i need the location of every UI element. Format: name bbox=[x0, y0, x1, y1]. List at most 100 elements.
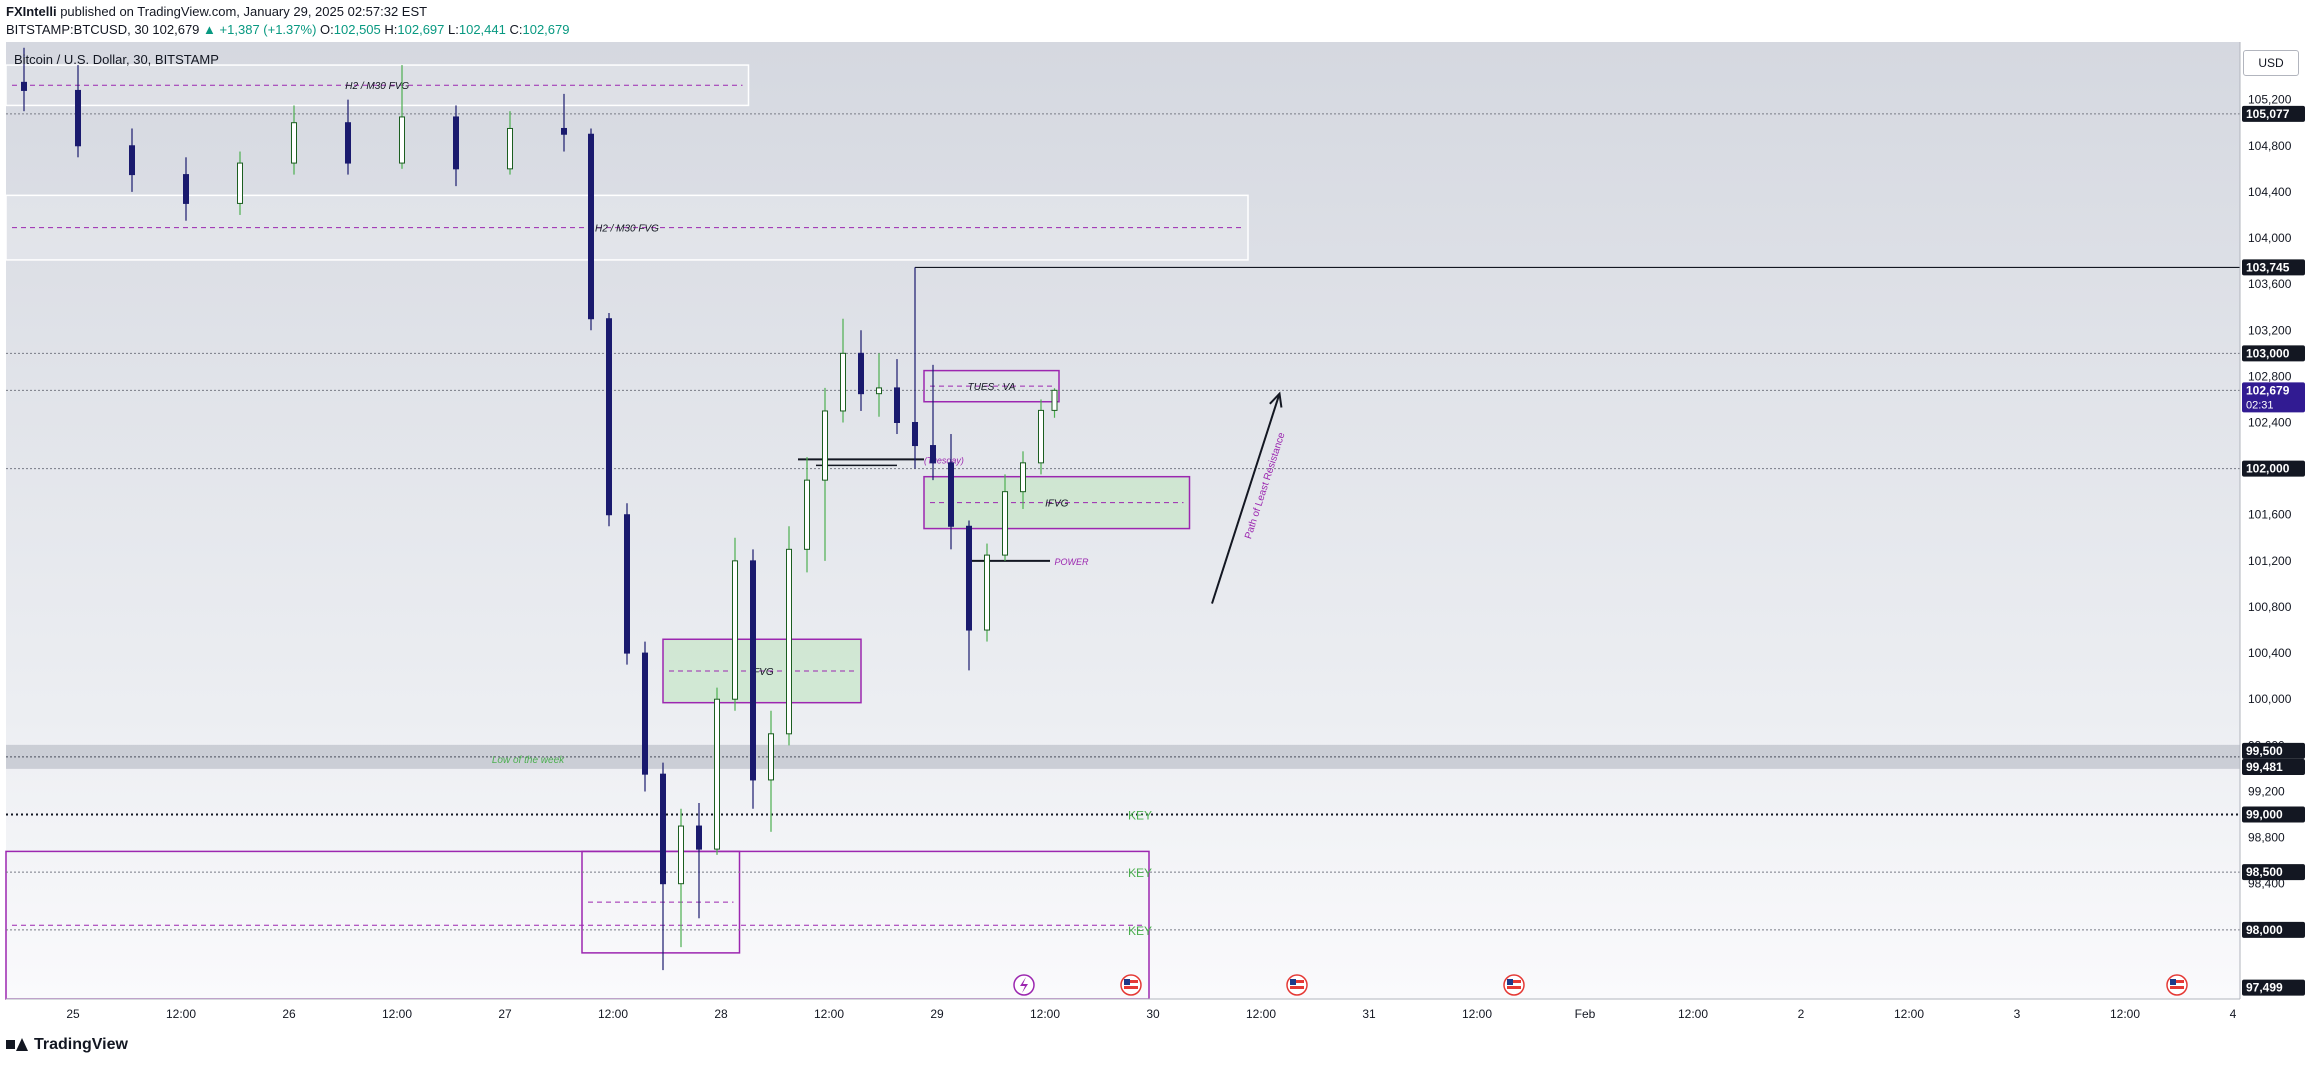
price-chart[interactable]: H2 / M30 FVG H2 / M30 FVG TUES : VA IFVG IFV… bbox=[0, 42, 2309, 1032]
candle-body bbox=[678, 825, 684, 885]
low-label: L: bbox=[448, 22, 459, 37]
y-tick-label: 104,400 bbox=[2248, 185, 2292, 199]
price-tag bbox=[2242, 864, 2305, 881]
x-tick-label: 12:00 bbox=[166, 1007, 196, 1021]
price-axis[interactable] bbox=[2240, 42, 2309, 999]
candle-body bbox=[930, 445, 936, 464]
y-tick-label: 102,800 bbox=[2248, 369, 2292, 383]
x-tick-label: 26 bbox=[282, 1007, 296, 1021]
flag-stripe-icon bbox=[1124, 980, 1138, 983]
candle-body bbox=[696, 825, 702, 850]
candle-body bbox=[624, 514, 630, 654]
price-tag bbox=[2242, 105, 2305, 122]
price-tag bbox=[2242, 979, 2305, 996]
x-tick-label: 12:00 bbox=[2110, 1007, 2140, 1021]
x-tick-label: 12:00 bbox=[382, 1007, 412, 1021]
price-tag-text: 99,481 bbox=[2246, 760, 2283, 774]
annotation-text: (Tuesday) bbox=[924, 455, 964, 465]
x-tick-label: 12:00 bbox=[1894, 1007, 1924, 1021]
price-tag-text: 103,000 bbox=[2246, 346, 2290, 360]
x-tick-label: 27 bbox=[498, 1007, 512, 1021]
chart-title: Bitcoin / U.S. Dollar, 30, BITSTAMP bbox=[14, 52, 219, 67]
price-tag bbox=[2242, 921, 2305, 938]
price-tag bbox=[2242, 345, 2305, 362]
symbol-label: BITSTAMP:BTCUSD, 30 bbox=[6, 22, 149, 37]
chart-panel[interactable]: H2 / M30 FVG H2 / M30 FVG TUES : VA IFVG IFV… bbox=[0, 42, 2309, 1032]
candle-body bbox=[786, 548, 792, 735]
y-tick-label: 100,000 bbox=[2248, 692, 2292, 706]
candle-body bbox=[129, 145, 135, 176]
candle-body bbox=[183, 174, 189, 204]
candle-body bbox=[750, 560, 756, 781]
x-tick-label: 12:00 bbox=[1246, 1007, 1276, 1021]
x-tick-label: 3 bbox=[2014, 1007, 2021, 1021]
time-axis[interactable] bbox=[6, 999, 2309, 1029]
flag-stripe-icon bbox=[1124, 986, 1138, 989]
y-tick-label: 105,200 bbox=[2248, 93, 2292, 107]
price-change: +1,387 (+1.37%) bbox=[219, 22, 317, 37]
x-tick-label: 4 bbox=[2230, 1007, 2237, 1021]
level-label: KEY bbox=[1128, 866, 1152, 880]
price-tag bbox=[2242, 259, 2305, 276]
flag-canton-icon bbox=[2170, 979, 2176, 985]
y-tick-label: 98,400 bbox=[2248, 877, 2285, 891]
zone-label: H2 / M30 FVG bbox=[345, 81, 409, 92]
candle-body bbox=[75, 89, 81, 147]
close-label: C: bbox=[509, 22, 523, 37]
y-tick-label: 101,600 bbox=[2248, 508, 2292, 522]
flag-stripe-icon bbox=[1507, 986, 1521, 989]
candle-body bbox=[1020, 462, 1026, 493]
currency-button[interactable]: USD bbox=[2243, 50, 2299, 76]
y-tick-label: 104,000 bbox=[2248, 231, 2292, 245]
candle-body bbox=[840, 352, 846, 412]
x-tick-label: Feb bbox=[1575, 1007, 1596, 1021]
ohlc-line: BITSTAMP:BTCUSD, 30 102,679 ▲ +1,387 (+1… bbox=[6, 22, 569, 37]
price-tag bbox=[2242, 460, 2305, 477]
publish-info: published on TradingView.com, January 29… bbox=[60, 4, 428, 19]
flag-stripe-icon bbox=[1290, 986, 1304, 989]
candle-body bbox=[894, 387, 900, 423]
price-tag bbox=[2242, 806, 2305, 823]
flag-stripe-icon bbox=[1290, 980, 1304, 983]
x-tick-label: 25 bbox=[66, 1007, 80, 1021]
countdown-text: 02:31 bbox=[2246, 399, 2274, 411]
footer-brand[interactable]: TradingView bbox=[6, 1036, 128, 1054]
zone-label: IFVG bbox=[750, 667, 774, 678]
candle-body bbox=[453, 116, 459, 170]
price-tag-text: 98,500 bbox=[2246, 865, 2283, 879]
flag-canton-icon bbox=[1507, 979, 1513, 985]
y-tick-label: 100,400 bbox=[2248, 646, 2292, 660]
up-triangle-icon: ▲ bbox=[203, 22, 216, 37]
price-tag bbox=[2242, 382, 2305, 413]
zone-label: TUES : VA bbox=[968, 382, 1016, 393]
candle-body bbox=[912, 421, 918, 447]
candle-body bbox=[822, 410, 828, 481]
candle-body bbox=[984, 554, 990, 631]
x-tick-label: 31 bbox=[1362, 1007, 1376, 1021]
y-tick-label: 103,200 bbox=[2248, 323, 2292, 337]
price-tag-text: 105,077 bbox=[2246, 107, 2290, 121]
candle-body bbox=[876, 387, 882, 395]
candle-body bbox=[966, 525, 972, 631]
candle-body bbox=[561, 127, 567, 135]
y-tick-label: 102,400 bbox=[2248, 415, 2292, 429]
zone-box bbox=[923, 369, 1060, 403]
candle-body bbox=[714, 698, 720, 850]
bolt-icon bbox=[1020, 977, 1028, 993]
candle-body bbox=[858, 352, 864, 395]
candle-body bbox=[1051, 389, 1058, 411]
candle-body bbox=[804, 479, 810, 550]
close-value: 102,679 bbox=[522, 22, 570, 37]
low-value: 102,441 bbox=[458, 22, 506, 37]
author-name[interactable]: FXIntelli bbox=[6, 4, 57, 19]
candle-body bbox=[291, 122, 297, 164]
price-tag-text: 99,000 bbox=[2246, 808, 2283, 822]
tradingview-logo-icon bbox=[6, 1038, 28, 1052]
y-tick-label: 104,800 bbox=[2248, 139, 2292, 153]
price-tag-text: 98,000 bbox=[2246, 923, 2283, 937]
candle-body bbox=[507, 127, 513, 170]
price-tag-text: 99,500 bbox=[2246, 744, 2283, 758]
x-tick-label: 12:00 bbox=[1030, 1007, 1060, 1021]
flag-canton-icon bbox=[1290, 979, 1296, 985]
y-tick-label: 103,600 bbox=[2248, 277, 2292, 291]
